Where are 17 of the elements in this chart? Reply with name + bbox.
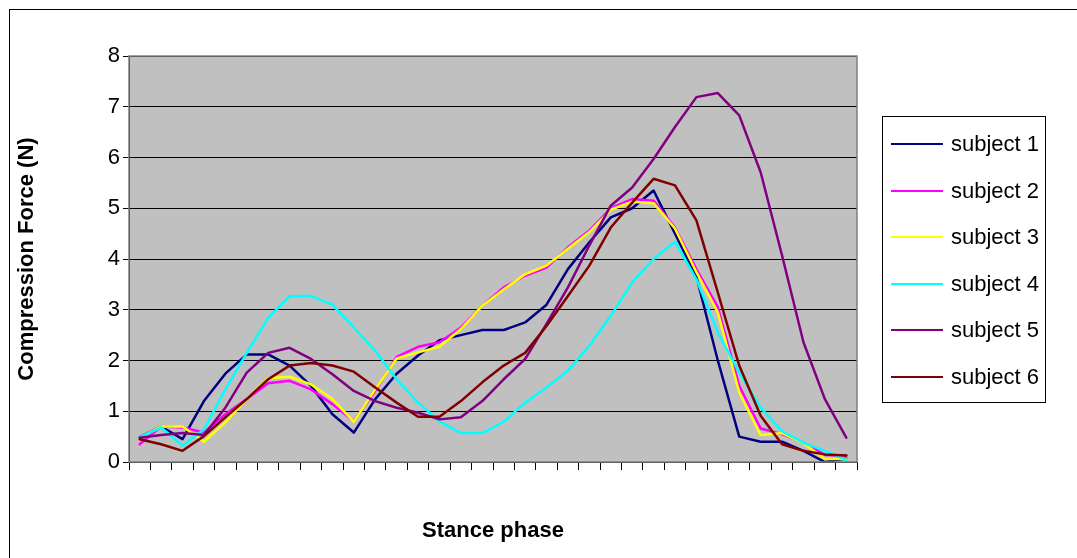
y-tick-label: 4 — [107, 245, 120, 271]
y-tick-label: 0 — [107, 448, 120, 474]
y-tick-label: 1 — [107, 397, 120, 423]
y-tick-label: 3 — [107, 295, 120, 321]
legend-label: subject 3 — [951, 224, 1040, 251]
legend-label: subject 6 — [951, 363, 1040, 390]
y-tick-label: 5 — [107, 194, 120, 220]
legend-label: subject 2 — [951, 177, 1040, 204]
legend-label: subject 5 — [951, 317, 1040, 344]
legend-label: subject 4 — [951, 270, 1040, 297]
y-axis-title: Compression Force (N) — [13, 137, 39, 381]
legend-label: subject 1 — [951, 131, 1040, 158]
y-tick-label: 6 — [107, 143, 120, 169]
y-tick-label: 2 — [107, 346, 120, 372]
y-tick-label: 8 — [107, 42, 120, 68]
y-tick-label: 7 — [107, 92, 120, 118]
x-axis-title: Stance phase — [422, 516, 564, 542]
